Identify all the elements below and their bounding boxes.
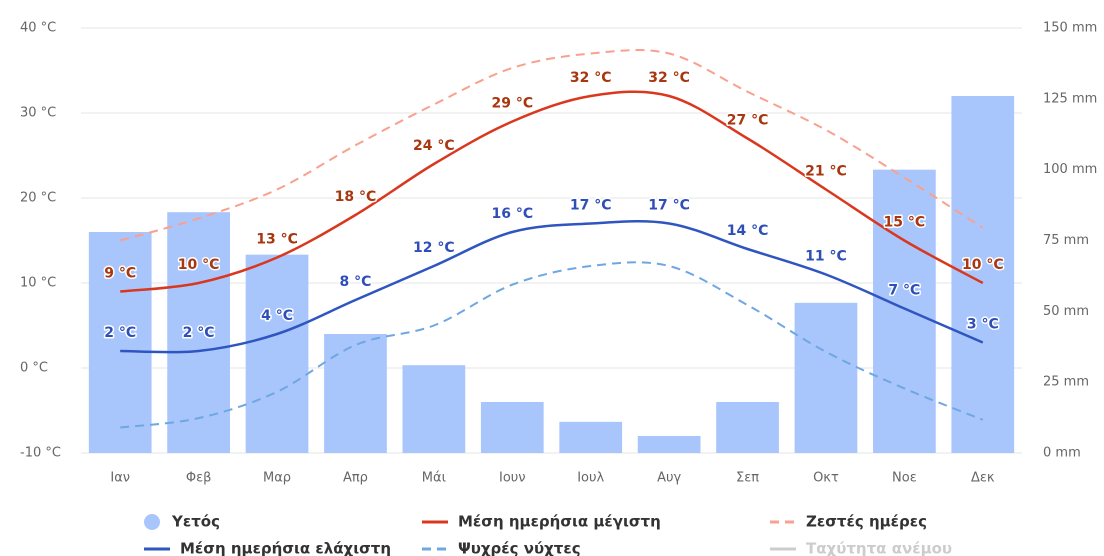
bar	[873, 169, 936, 453]
y-tick-label: 0 °C	[20, 361, 48, 376]
data-label: 17 °C	[570, 198, 612, 214]
line	[120, 220, 984, 354]
data-label: 17 °C	[648, 198, 690, 214]
x-tick-label: Ιαν	[110, 471, 130, 486]
data-label: 18 °C	[335, 189, 377, 205]
x-tick-label: Δεκ	[971, 471, 995, 486]
y-tick-label: 20 °C	[20, 191, 56, 206]
dashed-line	[120, 261, 984, 429]
legend-label: Ψυχρές νύχτες	[458, 540, 581, 556]
data-label: 24 °C	[413, 138, 455, 154]
bar	[167, 212, 230, 453]
y2-tick-label: 75 mm	[1043, 233, 1089, 248]
y-tick-label: -10 °C	[20, 446, 61, 461]
data-label: 29 °C	[491, 96, 533, 112]
dashed-line	[119, 49, 984, 242]
legend-label: Ταχύτητα ανέμου	[806, 540, 952, 556]
y2-tick-label: 100 mm	[1043, 162, 1097, 177]
y-tick-label: 30 °C	[20, 106, 56, 121]
data-label: 10 °C	[962, 257, 1004, 273]
bar	[951, 96, 1015, 453]
x-tick-label: Νοε	[892, 471, 917, 486]
bar	[794, 302, 858, 453]
data-label: 7 °C	[888, 283, 920, 299]
data-label: 12 °C	[413, 240, 455, 256]
bar	[245, 254, 309, 453]
x-tick-label: Οκτ	[813, 471, 839, 486]
x-tick-label: Σεπ	[736, 471, 759, 486]
legend-label: Μέση ημερήσια μέγιστη	[458, 513, 661, 531]
data-label: 9 °C	[104, 266, 136, 282]
x-tick-label: Απρ	[343, 471, 368, 486]
y2-tick-label: 0 mm	[1043, 446, 1081, 461]
y2-tick-label: 150 mm	[1043, 21, 1097, 36]
data-label: 13 °C	[256, 232, 298, 248]
bar	[402, 365, 466, 453]
data-label: 11 °C	[805, 249, 847, 265]
y2-tick-label: 25 mm	[1043, 375, 1089, 390]
legend-label: Μέση ημερήσια ελάχιστη	[180, 540, 391, 556]
x-tick-label: Ιουλ	[577, 471, 604, 486]
line	[120, 90, 984, 293]
data-label: 14 °C	[727, 223, 769, 239]
data-label: 10 °C	[178, 257, 220, 273]
x-tick-label: Φεβ	[186, 471, 212, 486]
bar	[88, 232, 152, 453]
data-label: 2 °C	[104, 325, 136, 341]
y2-tick-label: 125 mm	[1043, 91, 1097, 106]
legend-label: Ζεστές ημέρες	[806, 513, 927, 531]
data-label: 15 °C	[884, 215, 926, 231]
data-label: 4 °C	[261, 308, 293, 324]
x-tick-label: Μάι	[422, 471, 446, 486]
data-label: 16 °C	[491, 206, 533, 222]
x-tick-label: Ιουν	[499, 471, 526, 486]
y2-tick-label: 50 mm	[1043, 304, 1089, 319]
data-label: 27 °C	[727, 113, 769, 129]
data-label: 3 °C	[967, 317, 999, 333]
bar	[559, 421, 623, 453]
data-label: 21 °C	[805, 164, 847, 180]
bar	[637, 436, 701, 453]
bar	[324, 334, 387, 453]
legend-marker	[144, 514, 160, 530]
x-tick-label: Αυγ	[657, 471, 681, 486]
data-label: 2 °C	[183, 325, 215, 341]
data-label: 32 °C	[570, 70, 612, 86]
y-tick-label: 40 °C	[20, 21, 56, 36]
data-label: 32 °C	[648, 70, 690, 86]
bar	[716, 402, 779, 453]
data-label: 8 °C	[340, 274, 372, 290]
y-tick-label: 10 °C	[20, 276, 56, 291]
legend-label: Υετός	[171, 513, 220, 531]
x-tick-label: Μαρ	[263, 471, 291, 486]
bar	[480, 402, 544, 453]
